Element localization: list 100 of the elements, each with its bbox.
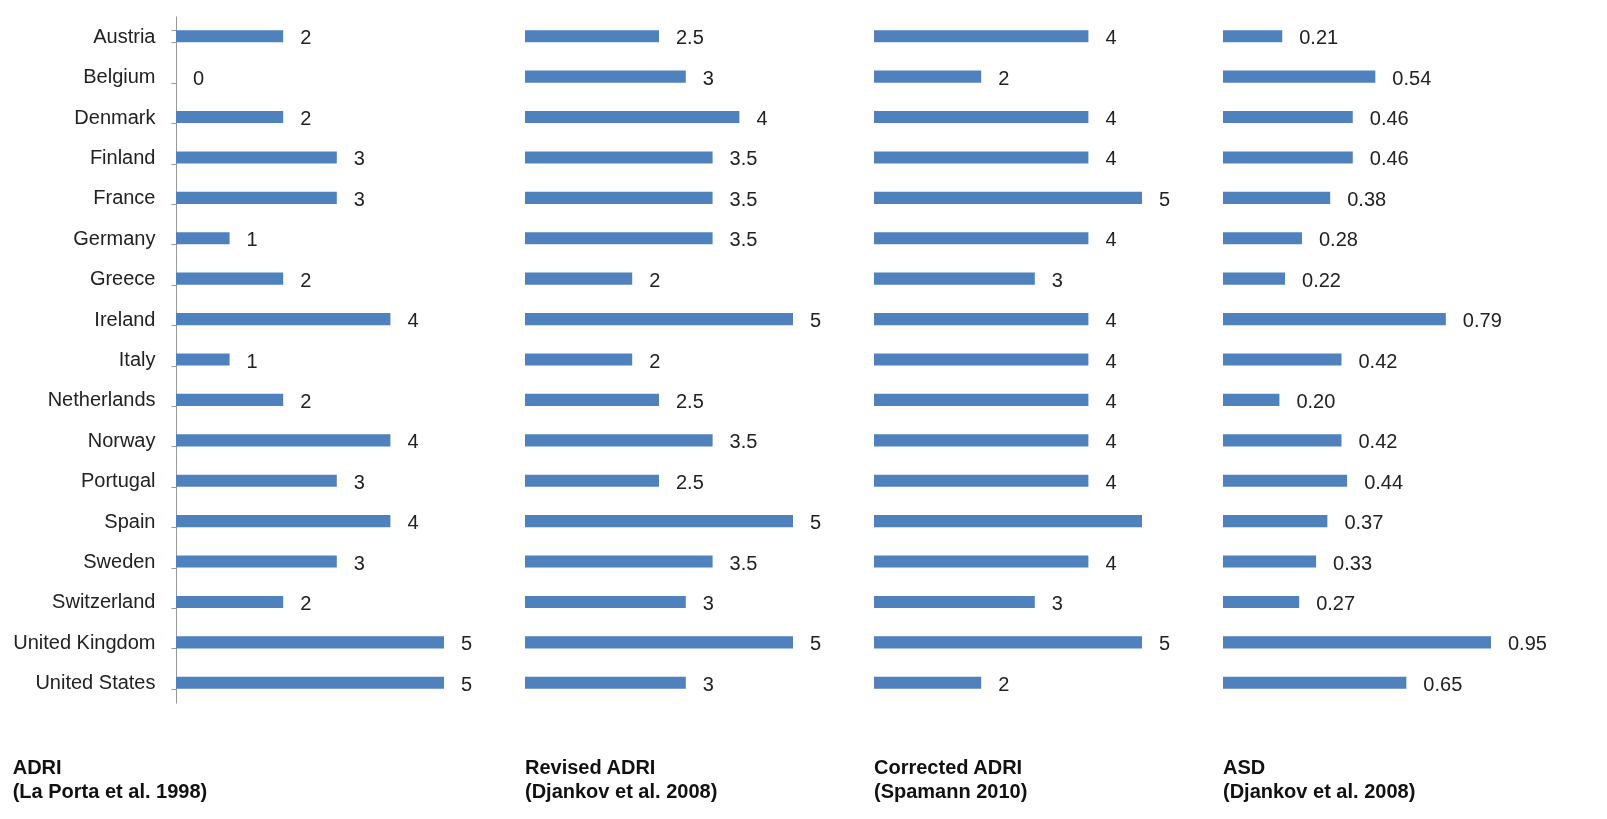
data-label: 0.42 (1358, 430, 1398, 453)
data-label: 4 (756, 107, 768, 130)
bar (874, 636, 1142, 649)
bar (1223, 232, 1302, 245)
bar (525, 353, 633, 366)
bar (176, 151, 337, 164)
data-label: 4 (1105, 389, 1117, 412)
bar (176, 474, 337, 487)
y-tick-label: Spain (104, 509, 156, 532)
text: ADRI (12, 756, 62, 778)
data-label: 4 (1105, 349, 1117, 372)
data-label: 0.54 (1392, 66, 1432, 89)
bar (176, 110, 284, 124)
bar (525, 434, 713, 447)
data-label: 0.46 (1369, 107, 1409, 130)
data-label: 0 (193, 66, 205, 89)
bar (525, 313, 793, 326)
data-label: 0.42 (1358, 349, 1398, 372)
data-label: 0.37 (1344, 511, 1384, 534)
data-label: 0.22 (1302, 268, 1341, 291)
bar (874, 595, 1035, 609)
data-label: 2 (300, 389, 312, 412)
bar (176, 232, 230, 245)
data-label: 4 (1105, 430, 1117, 453)
bar (874, 676, 982, 689)
bar (525, 232, 713, 245)
data-label: 1 (246, 349, 258, 372)
bar (525, 272, 633, 285)
bar (525, 474, 659, 487)
bar (525, 676, 686, 689)
data-label: 3 (702, 66, 714, 89)
bar (1223, 676, 1407, 689)
data-label: 5 (810, 632, 822, 655)
text: Revised ADRI (525, 756, 656, 778)
y-tick-label: Austria (93, 24, 157, 47)
data-label: 4 (1105, 26, 1117, 49)
data-label: 2 (649, 349, 661, 372)
bar (176, 313, 391, 326)
text: (Djankov et al. 2008) (1223, 780, 1416, 802)
bar (874, 70, 982, 83)
bar (1223, 474, 1348, 487)
data-label: 0.95 (1508, 632, 1547, 655)
y-tick-label: United States (35, 671, 156, 694)
bar (1223, 110, 1353, 124)
data-label: 4 (1105, 107, 1117, 130)
data-label: 5 (461, 632, 473, 655)
data-label: 1 (246, 228, 258, 251)
y-tick-label: Italy (118, 348, 156, 370)
bar (525, 30, 659, 43)
text: (Djankov et al. 2008) (525, 780, 718, 802)
data-label: 0.38 (1347, 187, 1387, 210)
bar (1223, 191, 1331, 204)
data-label: 4 (1105, 228, 1117, 251)
data-label: 0.27 (1316, 591, 1356, 614)
bar (176, 393, 284, 406)
y-tick-label: Switzerland (52, 590, 156, 613)
data-label: 3 (353, 187, 365, 210)
bar (874, 110, 1089, 124)
text: (La Porta et al. 1998) (12, 780, 208, 802)
data-label: 4 (407, 511, 419, 534)
bar (525, 151, 713, 164)
data-label: 5 (461, 672, 473, 695)
data-label: 4 (407, 309, 419, 332)
data-label: 0.28 (1318, 228, 1358, 251)
data-label: 3.5 (729, 147, 758, 170)
data-label: 2 (300, 107, 312, 130)
data-label: 0.46 (1369, 147, 1409, 170)
bar (874, 555, 1089, 568)
y-tick-label: Denmark (74, 105, 157, 128)
text: (Spamann 2010) (874, 780, 1028, 802)
bar (1223, 151, 1353, 164)
bar (176, 636, 444, 649)
bar (1223, 393, 1280, 406)
data-label: 2.5 (676, 26, 704, 49)
bar (1223, 30, 1283, 43)
data-label: 2 (300, 26, 312, 49)
y-tick-label: Finland (89, 145, 156, 168)
bar (1223, 595, 1300, 609)
bar (874, 313, 1089, 326)
data-label: 3 (353, 470, 365, 493)
data-label: 5 (810, 309, 822, 332)
bar (176, 272, 284, 285)
bar (176, 595, 284, 609)
bar (874, 272, 1035, 285)
data-label: 3.5 (729, 430, 758, 453)
bar (176, 30, 284, 43)
data-label: 3 (1051, 268, 1063, 291)
bar (874, 353, 1089, 366)
bar (874, 515, 1142, 528)
data-label: 3 (702, 591, 714, 614)
data-label: 5 (810, 511, 822, 534)
bar (176, 353, 230, 366)
data-label: 2 (998, 66, 1010, 89)
data-label: 3.5 (729, 228, 758, 251)
bar (525, 110, 740, 124)
bar (176, 515, 391, 528)
data-label: 3 (702, 672, 714, 695)
y-tick-label: Belgium (83, 65, 156, 88)
bar (525, 555, 713, 568)
bar (176, 191, 337, 204)
